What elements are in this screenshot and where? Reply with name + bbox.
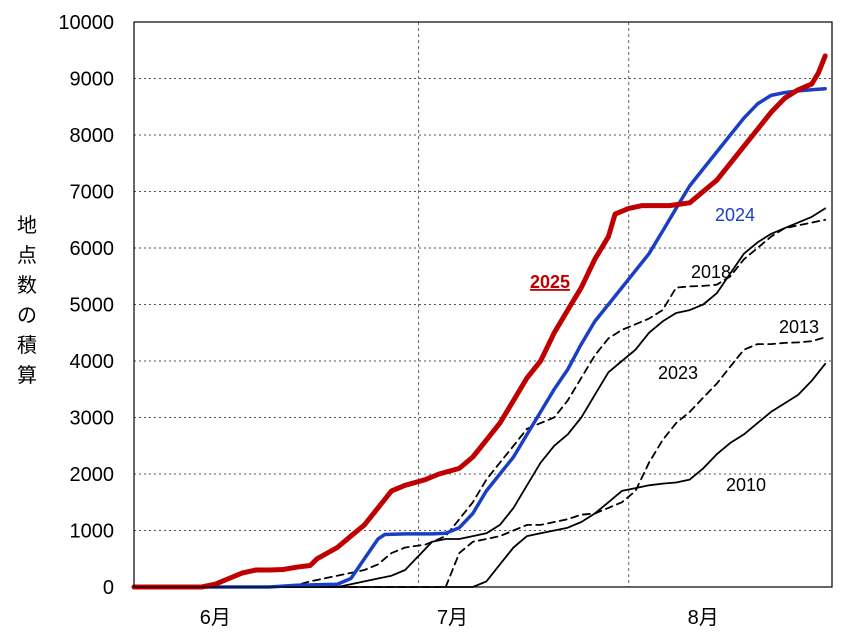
series-line-2025	[131, 53, 828, 590]
y-axis-label: 地点数の積算	[17, 213, 37, 387]
y-tick-label: 7000	[70, 182, 115, 204]
series-line-2023	[133, 207, 827, 588]
plot-area-frame	[133, 21, 833, 588]
x-tick-label: 6月	[200, 607, 231, 629]
series-label-2013: 2013	[779, 317, 819, 337]
series-label-2024: 2024	[715, 205, 755, 225]
grid-layer	[134, 22, 832, 587]
series-labels: 2025 2024 2018 2013 2023 2010	[530, 205, 819, 495]
y-tick-label: 1000	[70, 521, 115, 543]
y-tick-label: 0	[103, 577, 114, 599]
x-tick-label: 7月	[437, 607, 468, 629]
y-tick-label: 6000	[70, 238, 115, 260]
x-tick-label: 8月	[688, 607, 719, 629]
series-line-2013	[133, 336, 827, 588]
y-tick-label: 2000	[70, 464, 115, 486]
series-label-2025: 2025	[530, 272, 570, 292]
series-line-2018	[133, 218, 827, 588]
series-line-2010	[133, 362, 827, 588]
y-tick-label: 5000	[70, 295, 115, 317]
series-label-2018: 2018	[691, 262, 731, 282]
y-tick-label: 3000	[70, 408, 115, 430]
y-tick-label: 9000	[70, 69, 115, 91]
series-label-2010: 2010	[726, 475, 766, 495]
series-layer	[131, 53, 828, 590]
y-tick-labels: 0 1000 2000 3000 4000 5000 6000 7000 8000 9000 100…	[58, 12, 114, 599]
series-label-2023: 2023	[658, 363, 698, 383]
y-tick-label: 8000	[70, 125, 115, 147]
x-tick-labels: 6月 7月 8月	[200, 607, 719, 629]
y-tick-label: 10000	[58, 12, 114, 34]
series-line-2024	[132, 86, 827, 589]
y-tick-label: 4000	[70, 351, 115, 373]
